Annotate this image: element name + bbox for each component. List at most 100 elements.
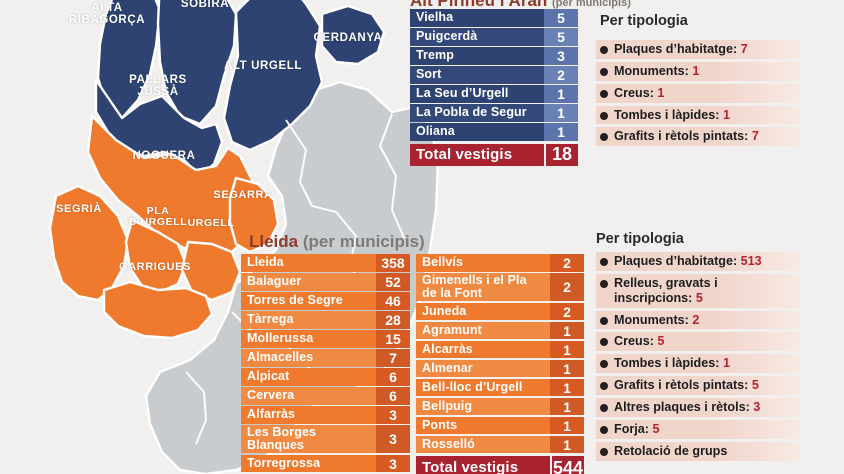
table-row: Almenar 1 bbox=[416, 359, 584, 378]
table-row: Oliana 1 bbox=[410, 123, 578, 141]
tipologia-value: 3 bbox=[753, 400, 761, 415]
table-row: Vielha 5 bbox=[410, 9, 578, 27]
tipologia-label: Creus: 1 bbox=[614, 85, 665, 100]
table-row-value: 7 bbox=[376, 349, 410, 367]
table-row: Lleida 358 bbox=[241, 254, 410, 272]
table-row-name: La Seu d’Urgell bbox=[410, 85, 544, 103]
table-row-value: 6 bbox=[376, 368, 410, 386]
tipologia-item: Grafits i rètols pintats: 5 bbox=[596, 376, 800, 396]
table-row-name: Juneda bbox=[416, 302, 550, 321]
table-row-value: 358 bbox=[376, 254, 410, 272]
table-total-label: Total vestigis bbox=[416, 456, 550, 474]
table-row-name: Bell-lloc d’Urgell bbox=[416, 378, 550, 397]
table-row-name: Sort bbox=[410, 66, 544, 84]
tipologia-item: Retolació de grups bbox=[596, 441, 800, 461]
bullet-icon bbox=[600, 111, 608, 120]
bullet-icon bbox=[600, 279, 608, 288]
bullet-icon bbox=[600, 404, 608, 413]
map-region-pallars-sobira bbox=[156, 0, 238, 126]
table-row: Alcarràs 1 bbox=[416, 340, 584, 359]
table-row-value: 46 bbox=[376, 292, 410, 310]
tipologia-item: Forja: 5 bbox=[596, 419, 800, 439]
bullet-icon bbox=[600, 360, 608, 369]
tipologia-value: 1 bbox=[692, 63, 700, 78]
table-row-value: 2 bbox=[550, 254, 584, 272]
table-row-value: 1 bbox=[550, 378, 584, 397]
tipologia-item: Grafits i rètols pintats: 7 bbox=[596, 127, 800, 147]
map-region-cerdanya bbox=[320, 4, 386, 66]
lleida-table-column-2: Bellvís 2 Gimenells i el Pla de la Font 2 Ju… bbox=[416, 254, 584, 474]
table-total-row: Total vestigis 544 bbox=[416, 456, 584, 474]
bullet-icon bbox=[600, 338, 608, 347]
table-row-value: 1 bbox=[550, 340, 584, 359]
tipologia-item: Monuments: 1 bbox=[596, 61, 800, 81]
table-row-name: Lleida bbox=[241, 254, 376, 272]
tipologia-value: 7 bbox=[740, 42, 748, 56]
table-row-value: 3 bbox=[376, 425, 410, 454]
table-row-name: Rosselló bbox=[416, 435, 550, 454]
table-row-name: Bellpuig bbox=[416, 397, 550, 416]
tipologia-item: Tombes i làpides: 1 bbox=[596, 105, 800, 125]
table-row: Torregrossa 3 bbox=[241, 454, 410, 473]
table-row-value: 52 bbox=[376, 273, 410, 291]
table-row: Mollerussa 15 bbox=[241, 330, 410, 348]
map-region-urgell bbox=[180, 240, 242, 302]
table-row-name: Les Borges Blanques bbox=[241, 425, 376, 454]
tipologia-label: Tombes i làpides: 1 bbox=[614, 107, 730, 122]
table-total-value: 544 bbox=[550, 456, 584, 474]
tipologia-label: Grafits i rètols pintats: 5 bbox=[614, 378, 759, 393]
table-row-name: Balaguer bbox=[241, 273, 376, 291]
table-row-name: Bellvís bbox=[416, 254, 550, 272]
table-row-name: Cervera bbox=[241, 387, 376, 405]
tipologia-item: Relleus, gravats i inscripcions: 5 bbox=[596, 273, 800, 308]
tipologia-item: Plaques d’habitatge: 7 bbox=[596, 40, 800, 59]
table-row-value: 5 bbox=[544, 28, 578, 46]
table-row: Les Borges Blanques 3 bbox=[241, 425, 410, 454]
tipologia-label: Monuments: 2 bbox=[614, 312, 700, 327]
bullet-icon bbox=[600, 258, 608, 266]
tipologia-item: Plaques d’habitatge: 513 bbox=[596, 252, 800, 271]
table-row-value: 15 bbox=[376, 330, 410, 348]
table-row-value: 6 bbox=[376, 387, 410, 405]
table-row: Almacelles 7 bbox=[241, 349, 410, 367]
table-row: Alpicat 6 bbox=[241, 368, 410, 386]
map-region-garrigues bbox=[102, 280, 214, 340]
tipologia-value: 1 bbox=[722, 356, 730, 371]
table-row-name: Almenar bbox=[416, 359, 550, 378]
tipologia-value: 2 bbox=[692, 312, 700, 327]
tipologia-item: Creus: 1 bbox=[596, 83, 800, 103]
tipologia-value: 7 bbox=[751, 129, 759, 144]
table-row-value: 1 bbox=[544, 104, 578, 122]
bullet-icon bbox=[600, 382, 608, 391]
tipologia-label: Relleus, gravats i inscripcions: 5 bbox=[614, 275, 718, 305]
map-region-pla-urgell bbox=[124, 218, 188, 294]
table-row: Cervera 6 bbox=[241, 387, 410, 405]
bottom-section-title: Lleida (per municipis) bbox=[249, 232, 425, 251]
table-row-value: 2 bbox=[544, 66, 578, 84]
tipologia-value: 513 bbox=[740, 254, 762, 268]
tipologia-label: Tombes i làpides: 1 bbox=[614, 356, 730, 371]
bullet-icon bbox=[600, 133, 608, 142]
table-row: La Seu d’Urgell 1 bbox=[410, 85, 578, 103]
table-row: Tàrrega 28 bbox=[241, 311, 410, 329]
table-row-name: Oliana bbox=[410, 123, 544, 141]
table-row: Sort 2 bbox=[410, 66, 578, 84]
table-row: Ponts 1 bbox=[416, 416, 584, 435]
table-row: Agramunt 1 bbox=[416, 321, 584, 340]
tipologia-item: Creus: 5 bbox=[596, 332, 800, 352]
table-total-value: 18 bbox=[544, 143, 578, 166]
top-tipologia-list: Plaques d’habitatge: 7 Monuments: 1 Creus:… bbox=[596, 40, 800, 149]
table-row-value: 3 bbox=[376, 406, 410, 424]
tipologia-item: Monuments: 2 bbox=[596, 310, 800, 330]
tipologia-label: Monuments: 1 bbox=[614, 63, 700, 78]
table-row-value: 1 bbox=[550, 321, 584, 340]
table-row-name: Agramunt bbox=[416, 321, 550, 340]
tipologia-value: 1 bbox=[657, 85, 665, 100]
table-row-value: 28 bbox=[376, 311, 410, 329]
tipologia-label: Altres plaques i rètols: 3 bbox=[614, 400, 761, 415]
table-row-name: Gimenells i el Pla de la Font bbox=[416, 273, 550, 302]
table-row: Puigcerdà 5 bbox=[410, 28, 578, 46]
table-row-name: Ponts bbox=[416, 416, 550, 435]
top-municipality-table: Vielha 5 Puigcerdà 5 Tremp 3 Sort 2 La Seu d’Urg… bbox=[410, 9, 578, 167]
tipologia-label: Forja: 5 bbox=[614, 421, 660, 436]
